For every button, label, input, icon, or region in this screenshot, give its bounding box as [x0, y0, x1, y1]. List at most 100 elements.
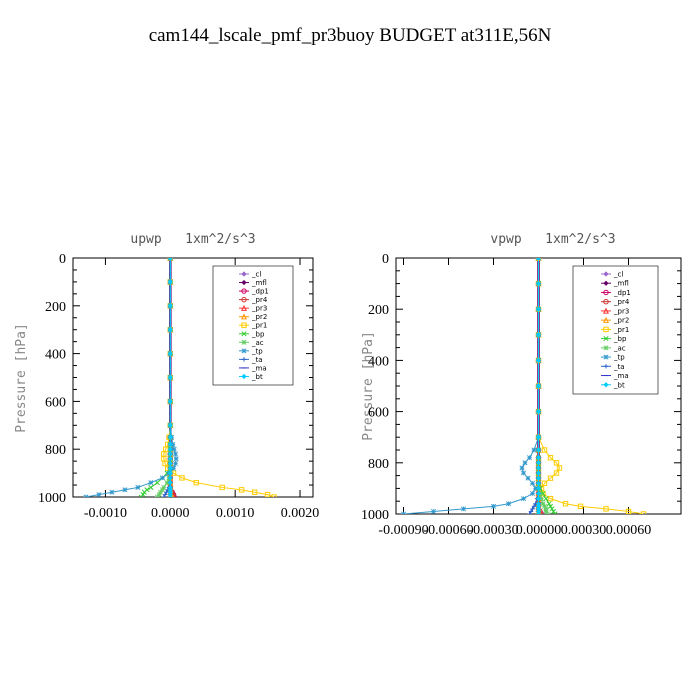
data-point-vpwp_pr1	[541, 447, 548, 453]
y-tick-label-upwp: 0	[59, 252, 66, 267]
data-point-vpwp_bt	[535, 511, 542, 514]
legend-marker-vpwp_mfl	[603, 280, 609, 286]
data-point-vpwp_bt	[535, 357, 542, 364]
data-point-vpwp_ac	[538, 496, 545, 502]
data-point-vpwp_pr1	[541, 480, 548, 486]
data-point-vpwp_bt	[535, 408, 542, 415]
legend-marker-vpwp_pr4	[603, 298, 609, 305]
legend-marker-upwp_bp	[241, 331, 247, 337]
legend-label-vpwp_bp: _bp	[613, 335, 627, 343]
data-point-upwp_bt	[167, 422, 173, 428]
series-group-upwp	[83, 258, 277, 497]
legend-marker-upwp_pr1	[241, 322, 247, 328]
figure-title: cam144_lscale_pmf_pr3buoy BUDGET at311E,…	[149, 25, 552, 46]
legend-marker-upwp_tp	[241, 348, 247, 354]
data-point-upwp_pr1	[219, 484, 225, 491]
data-point-upwp_pr1	[193, 479, 199, 486]
data-point-vpwp_bt	[535, 490, 542, 497]
data-point-vpwp_tp	[531, 447, 537, 453]
data-point-upwp_bp	[138, 494, 144, 497]
data-point-vpwp_bt	[535, 332, 542, 338]
data-point-vpwp_pr1	[562, 501, 569, 507]
legend-marker-upwp_cl	[241, 271, 247, 277]
data-point-upwp_tp	[148, 480, 154, 486]
legend-label-upwp_tp: _tp	[251, 347, 263, 355]
data-point-vpwp_ac	[543, 508, 549, 514]
legend-marker-upwp_ac	[241, 339, 247, 345]
legend-label-vpwp_ta: _ta	[613, 363, 625, 371]
legend-label-upwp_ta: _ta	[251, 356, 263, 364]
data-point-upwp_bp	[148, 484, 154, 490]
legend-label-upwp_bp: _bp	[251, 330, 265, 338]
data-point-vpwp_bp	[547, 503, 554, 509]
data-point-vpwp_ta	[530, 506, 535, 512]
data-point-upwp_tp	[171, 465, 177, 471]
data-point-vpwp_ac	[540, 501, 546, 507]
legend-label-upwp_bt: _bt	[251, 373, 263, 381]
legend-label-vpwp_pr4: _pr4	[613, 298, 630, 306]
data-point-vpwp_bt	[535, 480, 542, 486]
data-point-vpwp_pr1	[625, 508, 632, 514]
data-point-vpwp_bt	[535, 434, 542, 440]
data-point-vpwp_tp	[519, 465, 525, 471]
data-point-upwp_ac	[164, 480, 170, 486]
data-point-vpwp_tp	[520, 470, 527, 476]
legend-label-upwp_mfl: _mfl	[251, 279, 267, 287]
data-point-vpwp_pr1	[553, 460, 560, 466]
data-point-vpwp_tp	[529, 480, 536, 486]
legend-marker-vpwp_bp	[603, 336, 609, 342]
y-tick-label-vpwp: 0	[382, 252, 389, 267]
data-point-upwp_bt	[167, 350, 173, 357]
data-point-upwp_tp	[172, 451, 179, 457]
data-point-upwp_bt	[167, 258, 173, 261]
data-point-vpwp_bt	[535, 465, 542, 471]
y-tick-label-upwp: 600	[45, 395, 66, 410]
x-tick-label-upwp: 0.0020	[281, 506, 320, 521]
data-point-upwp_pr1	[251, 489, 258, 495]
data-point-vpwp_pr1	[640, 511, 647, 514]
data-point-vpwp_bt	[535, 475, 542, 481]
legend-label-upwp_pr4: _pr4	[251, 296, 268, 304]
data-point-vpwp_bt	[535, 383, 542, 389]
data-point-vpwp_tp	[525, 475, 531, 481]
data-point-upwp_ta	[162, 492, 168, 497]
panel-title-vpwp: vpwp 1xm^2/s^3	[490, 232, 615, 247]
y-tick-label-vpwp: 400	[368, 354, 389, 369]
panel-title-upwp: upwp 1xm^2/s^3	[130, 232, 255, 247]
data-point-vpwp_ta	[528, 509, 534, 514]
legend-label-vpwp_dp1: _dp1	[613, 289, 631, 297]
data-point-upwp_tp	[122, 487, 128, 493]
y-tick-label-upwp: 800	[45, 443, 66, 458]
legend-label-vpwp_pr3: _pr3	[613, 307, 629, 315]
x-tick-label-vpwp: 0.00060	[606, 523, 652, 538]
x-tick-label-vpwp: -0.00060	[423, 523, 473, 538]
chart-panel-vpwp: vpwp 1xm^2/s^3 Pressure [hPa] 0 200 400 600…	[361, 232, 682, 538]
data-point-vpwp_tp	[430, 508, 437, 514]
x-tick-label-vpwp: -0.00090	[378, 523, 428, 538]
legend-box-upwp	[212, 265, 294, 386]
legend-label-vpwp_bt: _bt	[613, 381, 625, 389]
data-point-vpwp_tp	[522, 460, 528, 466]
data-point-vpwp_tp	[529, 491, 536, 497]
data-point-upwp_ta	[161, 494, 167, 497]
data-point-vpwp_bt	[535, 455, 542, 461]
data-point-upwp_tp	[172, 461, 179, 467]
data-point-vpwp_bp	[546, 501, 552, 507]
x-tick-label-vpwp: -0.00030	[468, 523, 518, 538]
legend-label-vpwp_pr1: _pr1	[613, 326, 629, 334]
data-point-vpwp_pr1	[547, 495, 554, 502]
data-point-upwp_bt	[167, 279, 173, 285]
y-tick-label-upwp: 200	[45, 300, 66, 315]
legend-marker-vpwp_dp1	[603, 289, 609, 296]
data-point-upwp_tp	[96, 492, 102, 497]
data-point-vpwp_ac	[543, 506, 549, 512]
data-point-vpwp_pr1	[556, 465, 563, 471]
y-tick-label-upwp: 400	[45, 348, 66, 363]
legend-box-vpwp	[572, 265, 659, 395]
legend-label-upwp_ma: _ma	[251, 364, 267, 372]
data-point-upwp_ac	[158, 489, 164, 495]
legend-label-vpwp_cl: _cl	[613, 271, 623, 279]
y-axis-label-upwp: Pressure [hPa]	[14, 323, 29, 433]
data-point-vpwp_tp	[505, 501, 512, 507]
legend-label-vpwp_tp: _tp	[613, 354, 625, 362]
